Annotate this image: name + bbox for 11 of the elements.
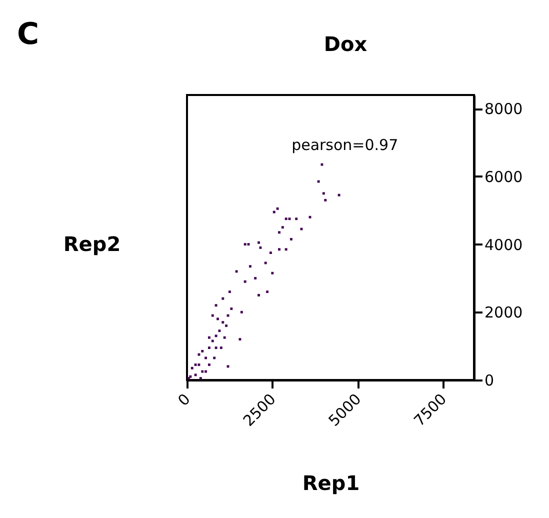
y-tick-label: 6000 <box>484 168 523 186</box>
chart-title: Dox <box>324 32 368 56</box>
y-tick-label: 4000 <box>484 236 523 254</box>
x-axis-title: Rep1 <box>302 471 360 496</box>
annotation: pearson=0.97 <box>292 136 398 154</box>
y-tick-label: 0 <box>484 372 494 390</box>
text: C <box>17 17 40 52</box>
x-tick-label: 0 <box>174 390 194 410</box>
y-axis-title: Rep2 <box>63 232 121 256</box>
y-tick-label: 2000 <box>484 304 523 322</box>
y-tick-label: 8000 <box>484 100 523 118</box>
